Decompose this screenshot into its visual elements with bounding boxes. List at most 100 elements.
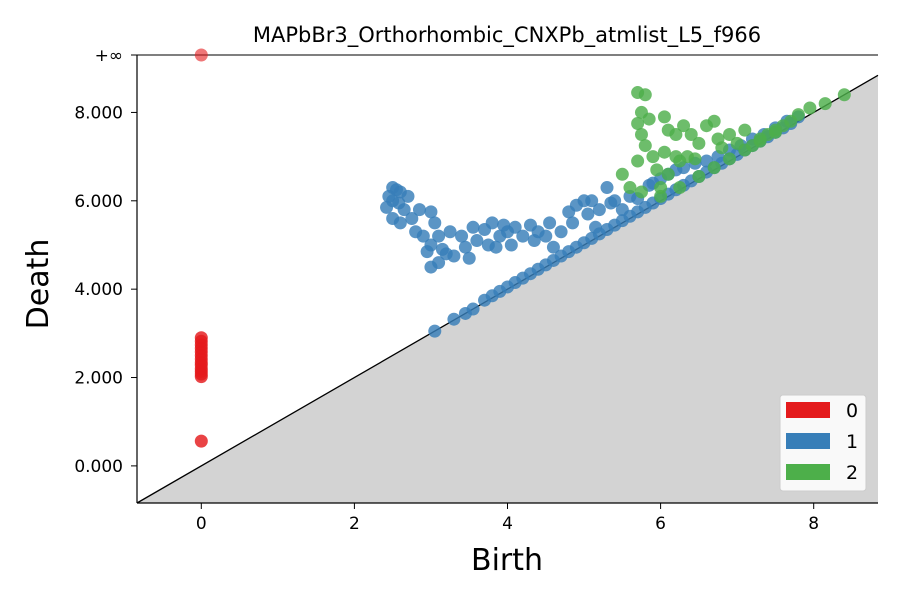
point-dim-2	[631, 116, 645, 130]
point-dim-1	[504, 238, 518, 252]
point-dim-2	[661, 167, 675, 181]
legend-swatch-2	[786, 464, 830, 480]
infinity-tick-label: +∞	[95, 46, 123, 66]
point-dim-2	[791, 108, 805, 122]
legend-swatch-1	[786, 433, 830, 449]
point-dim-1	[546, 240, 560, 254]
point-dim-2	[707, 161, 721, 175]
point-dim-2	[657, 110, 671, 124]
point-dim-2	[837, 88, 851, 102]
point-dim-2	[677, 119, 691, 133]
point-dim-2	[768, 125, 782, 139]
y-axis-title: Death	[21, 239, 56, 330]
point-dim-2	[631, 154, 645, 168]
y-tick-label: 6.000	[74, 192, 123, 212]
point-dim-1	[380, 200, 394, 214]
point-dim-1	[554, 225, 568, 239]
point-dim-1	[458, 240, 472, 254]
point-dim-1	[405, 211, 419, 225]
point-dim-1	[447, 249, 461, 263]
y-ticks: 0.000 2.000 4.000 6.000 8.000 +∞	[74, 46, 137, 477]
legend-label-2: 2	[846, 462, 858, 484]
point-dim-2	[673, 154, 687, 168]
point-dim-2	[634, 128, 648, 142]
point-dim-1	[443, 225, 457, 239]
point-dim-2	[646, 150, 660, 164]
point-dim-2	[623, 181, 637, 195]
plot-area	[136, 48, 879, 504]
legend: 0 1 2	[779, 394, 867, 492]
point-dim-2	[638, 139, 652, 153]
point-dim-1	[416, 229, 430, 243]
point-dim-2	[650, 163, 664, 177]
points-layer	[194, 48, 851, 448]
point-dim-2	[803, 101, 817, 115]
point-dim-1	[420, 245, 434, 259]
point-dim-1	[543, 216, 557, 230]
point-dim-2	[615, 167, 629, 181]
legend-label-1: 1	[846, 431, 858, 453]
legend-label-0: 0	[846, 400, 858, 422]
x-ticks: 0 2 4 6 8	[196, 503, 819, 534]
point-dim-2	[688, 152, 702, 166]
point-dim-1	[581, 207, 595, 221]
legend-swatch-0	[786, 402, 830, 418]
point-dim-2	[654, 181, 668, 195]
point-dim-1	[462, 251, 476, 265]
x-axis-title: Birth	[471, 543, 543, 578]
point-dim-0	[194, 331, 208, 345]
point-dim-2	[722, 128, 736, 142]
point-dim-1	[470, 234, 484, 248]
point-dim-1	[424, 260, 438, 274]
point-dim-2	[638, 88, 652, 102]
point-dim-2	[692, 169, 706, 183]
y-tick-label: 0.000	[74, 457, 123, 477]
point-dim-2	[707, 114, 721, 128]
point-dim-2	[715, 141, 729, 155]
point-dim-1	[516, 229, 530, 243]
point-dim-1	[428, 216, 442, 230]
point-dim-2	[634, 185, 648, 199]
point-dim-1	[412, 203, 426, 217]
point-dim-1	[466, 220, 480, 234]
point-dim-1	[428, 324, 442, 338]
point-dim-2	[669, 128, 683, 142]
y-tick-label: 2.000	[74, 369, 123, 389]
point-dim-2	[753, 134, 767, 148]
point-dim-1	[485, 216, 499, 230]
point-dim-1	[600, 181, 614, 195]
point-dim-2	[738, 123, 752, 137]
point-dim-1	[539, 229, 553, 243]
point-dim-2	[684, 128, 698, 142]
point-dim-2	[673, 181, 687, 195]
x-tick-label: 0	[196, 514, 207, 534]
point-dim-1	[447, 312, 461, 326]
point-dim-2	[642, 112, 656, 126]
y-tick-label: 8.000	[74, 103, 123, 123]
point-dim-1	[592, 203, 606, 217]
point-dim-1	[508, 220, 522, 234]
x-tick-label: 8	[808, 514, 819, 534]
point-dim-1	[489, 240, 503, 254]
point-dim-1	[608, 194, 622, 208]
point-dim-2	[692, 136, 706, 150]
point-dim-1	[455, 229, 469, 243]
infinite-point-dim-0	[194, 48, 208, 62]
x-tick-label: 2	[349, 514, 360, 534]
point-dim-1	[393, 216, 407, 230]
point-dim-1	[401, 189, 415, 203]
point-dim-1	[424, 205, 438, 219]
point-dim-2	[657, 145, 671, 159]
x-tick-label: 6	[655, 514, 666, 534]
point-dim-2	[738, 143, 752, 157]
point-dim-0	[194, 434, 208, 448]
point-dim-1	[466, 302, 480, 316]
point-dim-1	[566, 216, 580, 230]
point-dim-1	[432, 229, 446, 243]
point-dim-1	[397, 203, 411, 217]
x-tick-label: 4	[502, 514, 513, 534]
chart-title: MAPbBr3_Orthorhombic_CNXPb_atmlist_L5_f9…	[253, 23, 761, 48]
point-dim-2	[818, 97, 832, 111]
y-tick-label: 4.000	[74, 280, 123, 300]
